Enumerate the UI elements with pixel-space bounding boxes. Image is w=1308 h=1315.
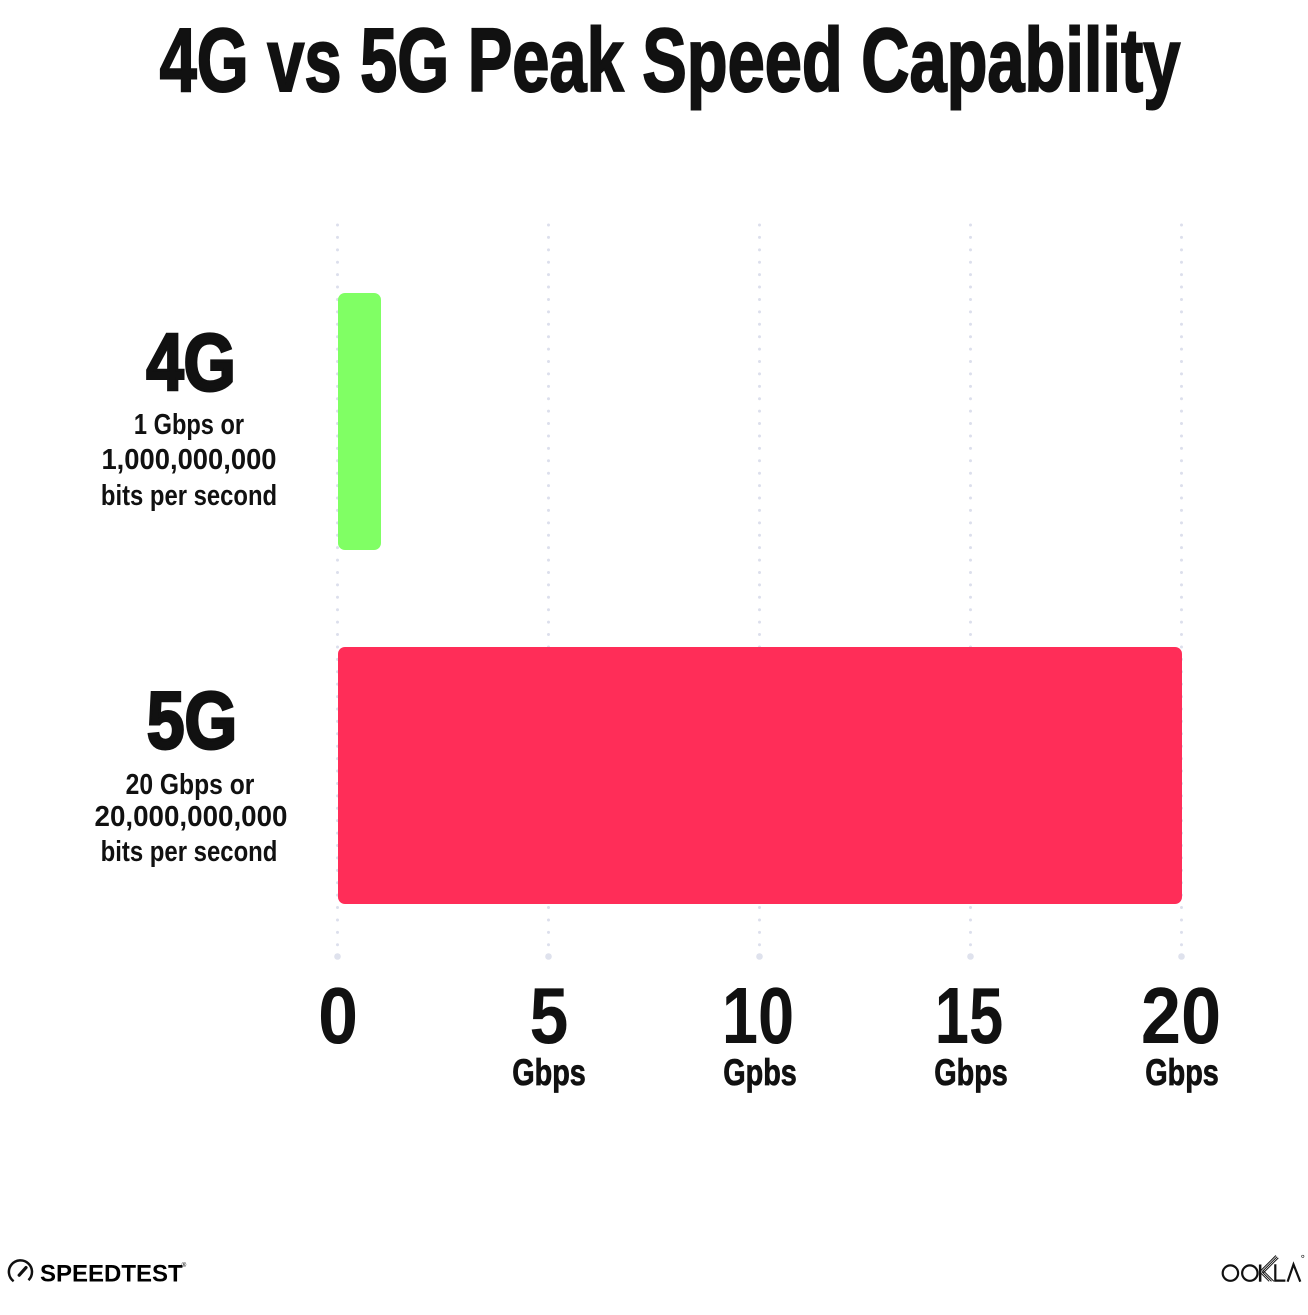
svg-text:SPEEDTEST: SPEEDTEST	[40, 1260, 183, 1287]
svg-text:®: ®	[182, 1261, 187, 1269]
